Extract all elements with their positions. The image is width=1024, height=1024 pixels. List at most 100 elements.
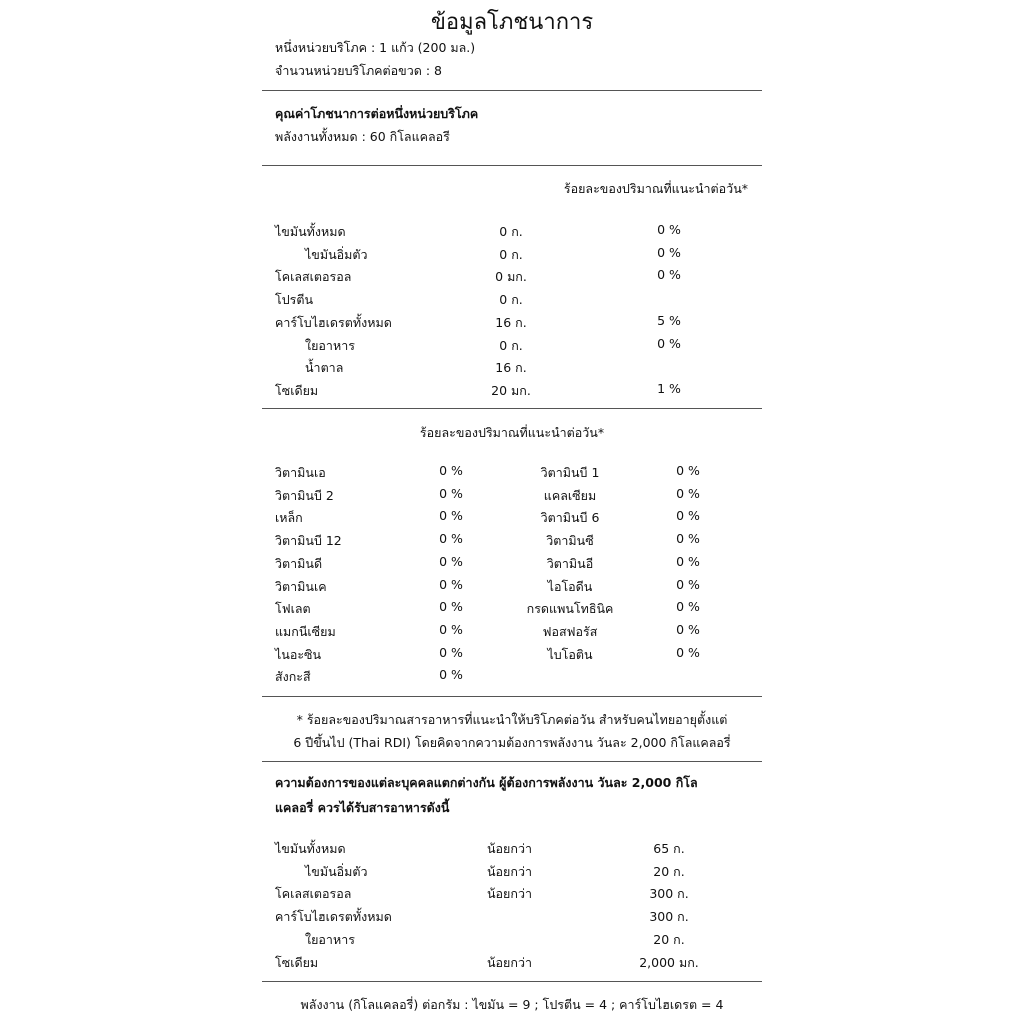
table-row: คาร์โบไฮเดรตทั้งหมด 300 ก. xyxy=(262,907,762,929)
table-row: โปรตีน 0 ก. xyxy=(262,290,762,312)
vitamins-header: ร้อยละของปริมาณที่แนะนำต่อวัน* xyxy=(419,425,605,440)
nutrient-amount: 0 มก. xyxy=(495,269,527,285)
need-amount: 300 ก. xyxy=(649,886,689,902)
table-row: โฟเลต 0 % กรดแพนโทธินิค 0 % xyxy=(262,599,762,621)
vitamin-name: วิตามินเอ xyxy=(275,465,326,480)
servings-per-container: จำนวนหน่วยบริโภคต่อขวด : 8 xyxy=(275,63,442,78)
table-row: เหล็ก 0 % วิตามินบี 6 0 % xyxy=(262,508,762,530)
need-amount: 2,000 มก. xyxy=(639,954,699,970)
need-amount: 20 ก. xyxy=(653,863,685,879)
need-name: โซเดียม xyxy=(275,954,319,970)
divider xyxy=(262,90,762,91)
nutrient-amount: 0 ก. xyxy=(499,246,523,262)
vitamin-name: กรดแพนโทธินิค xyxy=(526,601,614,617)
divider xyxy=(262,981,762,982)
rdi-header: ร้อยละของปริมาณที่แนะนำต่อวัน* xyxy=(563,181,748,196)
footnote-line-1: * ร้อยละของปริมาณสารอาหารที่แนะนำให้บริโ… xyxy=(296,712,728,727)
needs-line-2: แคลอรี่ ควรได้รับสารอาหารดังนี้ xyxy=(275,800,450,815)
table-row: น้ำตาล 16 ก. xyxy=(262,358,762,380)
nutrient-percent: 0 % xyxy=(657,244,681,260)
vitamin-percent: 0 % xyxy=(439,576,463,592)
vitamin-name: โฟเลต xyxy=(275,601,311,617)
nutrient-name: ไขมันทั้งหมด xyxy=(275,224,346,239)
vitamin-percent: 0 % xyxy=(676,463,700,478)
table-row: ไขมันทั้งหมด 0 ก. 0 % xyxy=(262,222,762,244)
table-row: ใยอาหาร 20 ก. xyxy=(262,930,762,952)
vitamin-name: วิตามินบี 2 xyxy=(275,487,334,503)
vitamin-name: วิตามินอี xyxy=(546,555,594,571)
vitamin-percent: 0 % xyxy=(676,553,700,569)
divider xyxy=(262,761,762,762)
vitamin-name: วิตามินบี 6 xyxy=(540,510,600,526)
divider xyxy=(262,165,762,166)
vitamin-percent: 0 % xyxy=(439,553,463,569)
need-amount: 65 ก. xyxy=(653,841,685,856)
vitamin-percent: 0 % xyxy=(676,599,700,615)
vitamin-percent: 0 % xyxy=(676,485,700,501)
nutrient-percent: 0 % xyxy=(657,267,681,283)
vitamin-name: สังกะสี xyxy=(275,669,311,685)
nutrient-amount: 16 ก. xyxy=(495,314,527,330)
total-energy: พลังงานทั้งหมด : 60 กิโลแคลอรี xyxy=(275,129,450,144)
vitamin-name: ฟอสฟอรัส xyxy=(542,623,598,639)
nutrient-amount: 0 ก. xyxy=(499,337,523,353)
vitamin-name: วิตามินบี 1 xyxy=(540,465,600,480)
need-qualifier: น้อยกว่า xyxy=(487,954,532,970)
vitamin-percent: 0 % xyxy=(676,531,700,547)
nutrient-percent: 0 % xyxy=(657,335,681,351)
need-qualifier: น้อยกว่า xyxy=(487,863,532,879)
vitamin-name: ไบโอติน xyxy=(547,646,593,662)
need-name: ไขมันอิ่มตัว xyxy=(305,863,368,879)
vitamin-percent: 0 % xyxy=(439,621,463,637)
vitamin-name: ไนอะซิน xyxy=(275,646,322,662)
nutrient-percent: 1 % xyxy=(657,380,681,396)
nutrient-amount: 20 มก. xyxy=(491,382,531,398)
vitamin-percent: 0 % xyxy=(676,576,700,592)
nutrient-name: น้ำตาล xyxy=(305,360,344,376)
nutrient-name: ไขมันอิ่มตัว xyxy=(305,246,368,262)
table-row: ใยอาหาร 0 ก. 0 % xyxy=(262,336,762,358)
vitamin-percent: 0 % xyxy=(439,644,463,660)
need-amount: 20 ก. xyxy=(653,931,685,947)
vitamin-percent: 0 % xyxy=(439,531,463,547)
table-row: โคเลสเตอรอล 0 มก. 0 % xyxy=(262,267,762,289)
nutrient-amount: 16 ก. xyxy=(495,360,527,376)
vitamin-percent: 0 % xyxy=(439,463,463,478)
table-row: วิตามินบี 2 0 % แคลเซียม 0 % xyxy=(262,486,762,508)
vitamin-percent: 0 % xyxy=(676,621,700,637)
table-row: โซเดียม น้อยกว่า 2,000 มก. xyxy=(262,953,762,975)
divider xyxy=(262,408,762,409)
need-name: โคเลสเตอรอล xyxy=(275,886,352,902)
vitamin-percent: 0 % xyxy=(676,508,700,524)
energy-footer: พลังงาน (กิโลแคลอรี่) ต่อกรัม : ไขมัน = … xyxy=(300,997,724,1012)
nutrient-percent: 5 % xyxy=(657,312,681,328)
table-row: สังกะสี 0 % xyxy=(262,667,762,689)
footnote-line-2: 6 ปีขึ้นไป (Thai RDI) โดยคิดจากความต้องก… xyxy=(293,735,731,750)
nutrient-name: คาร์โบไฮเดรตทั้งหมด xyxy=(275,314,392,330)
vitamin-name: แคลเซียม xyxy=(543,487,597,503)
vitamin-percent: 0 % xyxy=(439,485,463,501)
vitamin-percent: 0 % xyxy=(439,667,463,683)
nutrient-percent: 0 % xyxy=(657,222,681,237)
nutrient-name: โคเลสเตอรอล xyxy=(275,269,352,285)
page-title: ข้อมูลโภชนาการ xyxy=(430,10,594,35)
vitamin-name: วิตามินดี xyxy=(275,555,323,571)
need-name: ไขมันทั้งหมด xyxy=(275,841,346,856)
vitamin-name: แมกนีเซียม xyxy=(275,623,336,639)
vitamin-percent: 0 % xyxy=(439,599,463,615)
vitamin-name: วิตามินเค xyxy=(275,578,327,594)
divider xyxy=(262,696,762,697)
table-row: แมกนีเซียม 0 % ฟอสฟอรัส 0 % xyxy=(262,622,762,644)
table-row: โซเดียม 20 มก. 1 % xyxy=(262,381,762,403)
nutrient-name: โปรตีน xyxy=(275,292,314,308)
needs-line-1: ความต้องการของแต่ละบุคคลแตกต่างกัน ผู้ต้… xyxy=(275,775,698,790)
vitamin-name: เหล็ก xyxy=(275,510,303,526)
table-row: ไขมันอิ่มตัว น้อยกว่า 20 ก. xyxy=(262,862,762,884)
table-row: วิตามินดี 0 % วิตามินอี 0 % xyxy=(262,554,762,576)
table-row: คาร์โบไฮเดรตทั้งหมด 16 ก. 5 % xyxy=(262,313,762,335)
table-row: ไนอะซิน 0 % ไบโอติน 0 % xyxy=(262,645,762,667)
table-row: วิตามินเค 0 % ไอโอดีน 0 % xyxy=(262,577,762,599)
nutrient-name: ใยอาหาร xyxy=(305,337,355,353)
vitamin-percent: 0 % xyxy=(439,508,463,524)
serving-size: หนึ่งหน่วยบริโภค : 1 แก้ว (200 มล.) xyxy=(275,40,476,55)
